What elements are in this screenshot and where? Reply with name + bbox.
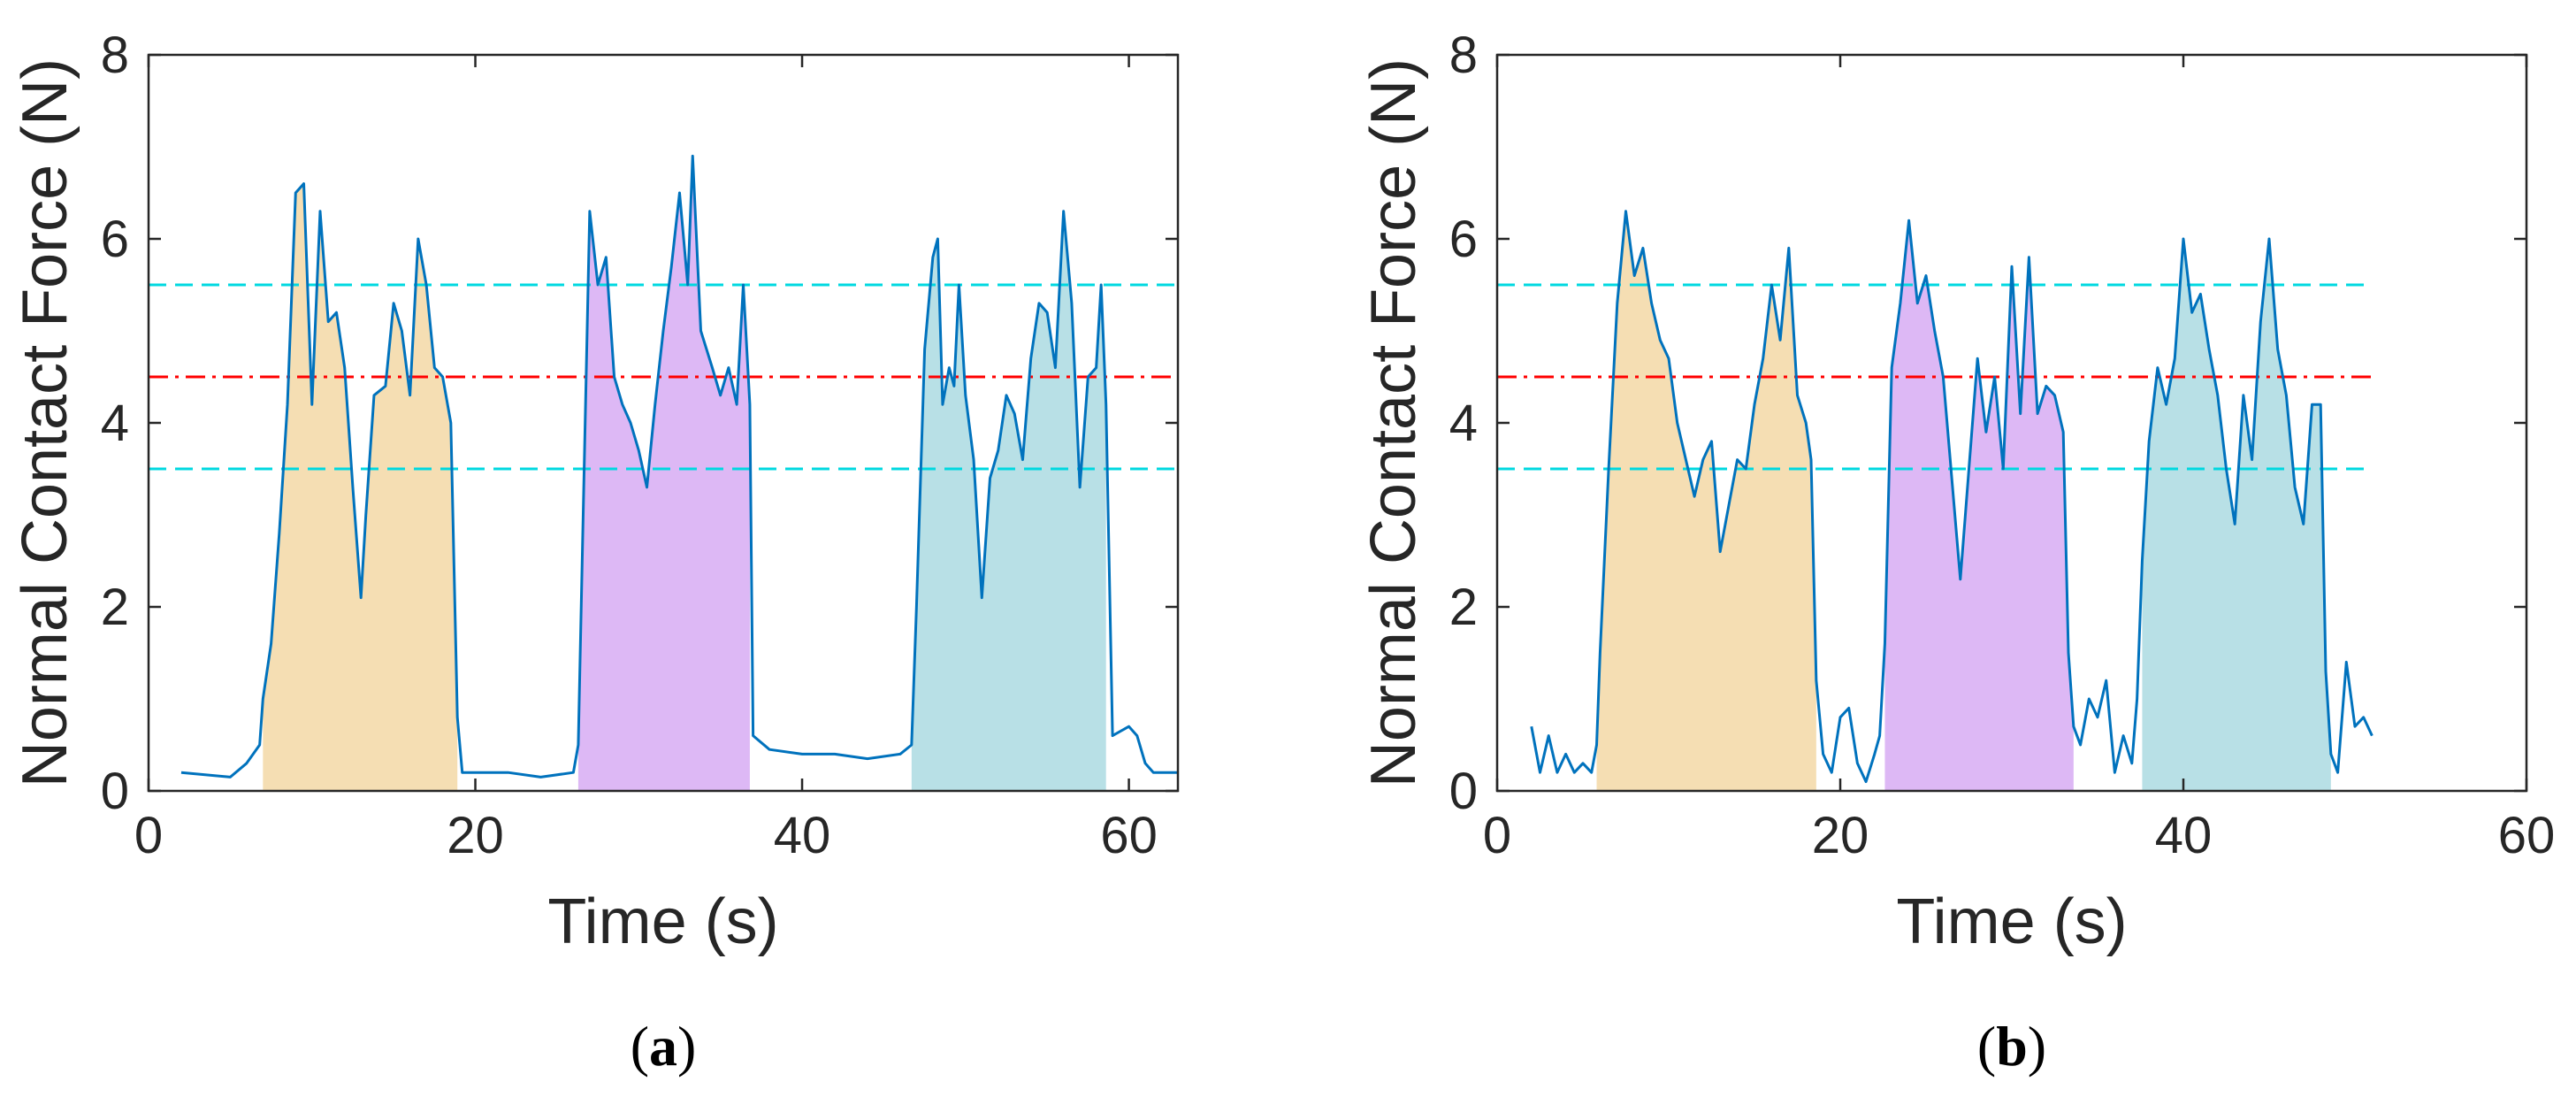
y-tick-label-a: 8 — [101, 27, 129, 84]
y-tick-label-b: 4 — [1449, 395, 1478, 452]
fill-phase-2-a — [577, 156, 750, 791]
y-tick-label-a: 6 — [101, 211, 129, 268]
x-tick-label-a: 0 — [134, 807, 163, 864]
y-tick-labels-a: 0 2 4 6 8 — [101, 27, 129, 820]
y-tick-label-b: 8 — [1449, 27, 1478, 84]
fill-phase-1-b — [1596, 211, 1816, 792]
x-tick-label-b: 40 — [2155, 807, 2213, 864]
y-tick-label-b: 2 — [1449, 579, 1478, 636]
panel-b: 0 20 40 60 0 2 4 6 8 Time (s) Normal Contact Fo… — [1358, 27, 2555, 1078]
x-tick-labels-b: 0 20 40 60 — [1483, 807, 2555, 864]
x-tick-labels-a: 0 20 40 60 — [134, 807, 1158, 864]
y-axis-label-a: Normal Contact Force (N) — [10, 58, 80, 787]
signal-a — [180, 154, 1178, 779]
caption-letter-b: b — [1996, 1015, 2028, 1078]
axes-box-a — [147, 53, 1180, 793]
signal-line-b — [1530, 210, 2373, 784]
x-tick-label-a: 60 — [1100, 807, 1158, 864]
caption-b: (b) — [1977, 1015, 2046, 1078]
y-tick-label-b: 6 — [1449, 211, 1478, 268]
axes-box-b — [1495, 53, 2528, 793]
panel-a: 0 20 40 60 0 2 4 6 8 Time (s) Normal Contact Fo… — [10, 27, 1180, 1078]
phase-fills-a — [263, 156, 1106, 792]
reference-lines-a — [149, 283, 1178, 471]
x-tick-label-b: 20 — [1812, 807, 1869, 864]
fill-phase-3-a — [911, 211, 1106, 792]
x-tick-label-b: 60 — [2498, 807, 2556, 864]
caption-a: (a) — [631, 1015, 697, 1078]
x-axis-label-b: Time (s) — [1896, 886, 2127, 957]
y-tick-label-b: 0 — [1449, 763, 1478, 820]
y-axis-label-b: Normal Contact Force (N) — [1358, 58, 1429, 787]
y-tick-label-a: 2 — [101, 579, 129, 636]
x-axis-label-a: Time (s) — [547, 886, 778, 957]
caption-letter-a: a — [649, 1015, 677, 1078]
fill-phase-2-b — [1884, 220, 2074, 791]
y-tick-label-a: 0 — [101, 763, 129, 820]
x-tick-label-a: 20 — [447, 807, 504, 864]
y-tick-labels-b: 0 2 4 6 8 — [1449, 27, 1478, 820]
y-tick-label-a: 4 — [101, 395, 129, 452]
x-tick-label-a: 40 — [774, 807, 831, 864]
fill-phase-1-a — [263, 183, 458, 792]
x-tick-label-b: 0 — [1483, 807, 1511, 864]
signal-b — [1530, 210, 2373, 784]
signal-line-a — [180, 154, 1178, 779]
